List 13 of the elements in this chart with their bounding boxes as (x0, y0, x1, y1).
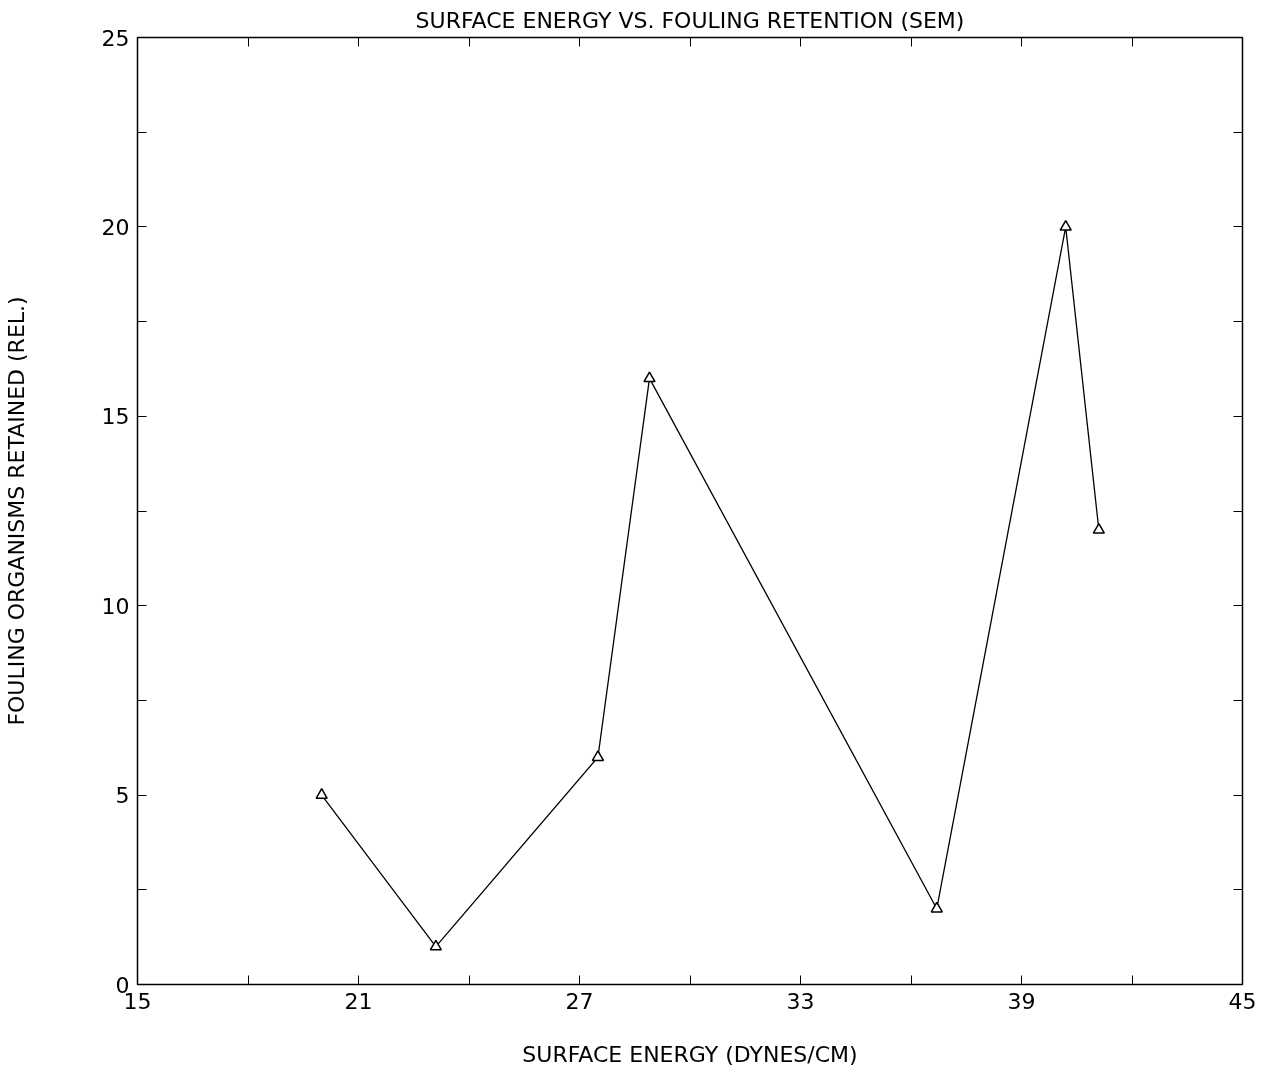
x-tick-label: 21 (344, 988, 373, 1014)
x-tick-label: 45 (1228, 988, 1257, 1014)
y-tick-label: 10 (101, 593, 130, 619)
y-axis-title: FOULING ORGANISMS RETAINED (REL.) (3, 296, 29, 726)
x-tick-label: 27 (565, 988, 594, 1014)
y-tick-label: 20 (101, 214, 130, 240)
x-axis-title: SURFACE ENERGY (DYNES/CM) (522, 1041, 858, 1067)
y-tick-label: 5 (115, 783, 130, 809)
x-tick-label: 39 (1007, 988, 1036, 1014)
chart-title: SURFACE ENERGY VS. FOULING RETENTION (SEM) (415, 7, 965, 33)
x-tick-label: 33 (786, 988, 815, 1014)
y-tick-label: 15 (101, 404, 130, 430)
y-tick-label: 25 (101, 25, 130, 51)
